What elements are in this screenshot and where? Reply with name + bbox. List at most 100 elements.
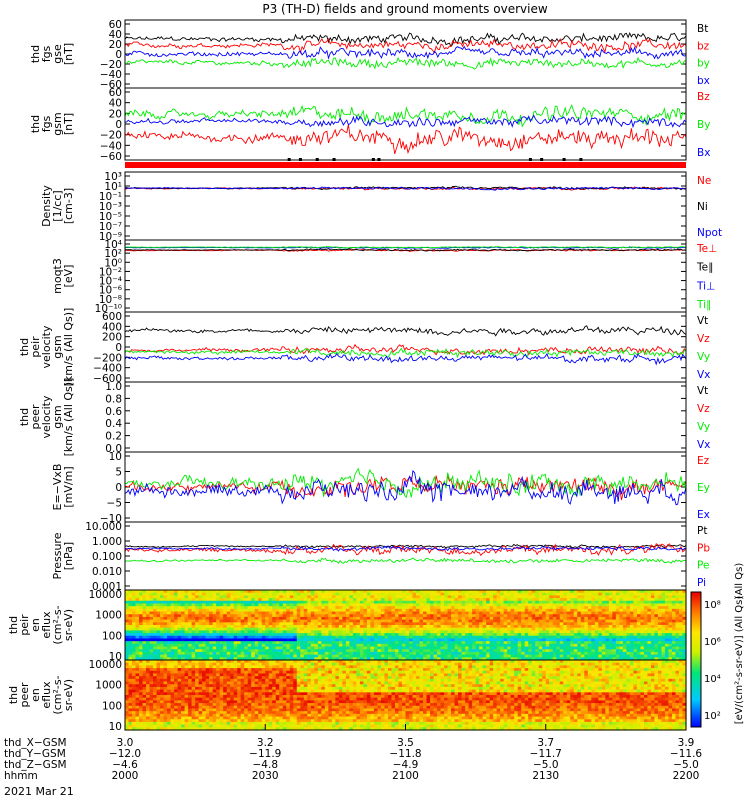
heatmap-cell [135, 705, 140, 710]
heatmap-cell [240, 651, 245, 656]
heatmap-cell [510, 592, 515, 596]
heatmap-cell [671, 638, 677, 642]
heatmap-cell [454, 649, 459, 653]
heatmap-cell [412, 630, 417, 634]
heatmap-cell [307, 595, 312, 599]
heatmap-cell [465, 641, 470, 645]
heatmap-cell [156, 703, 161, 707]
heatmap-cell [566, 643, 571, 648]
heatmap-cell [226, 608, 231, 613]
heatmap-cell [521, 646, 526, 650]
heatmap-cell [643, 614, 649, 618]
heatmap-cell [654, 635, 659, 640]
heatmap-cell [177, 727, 182, 731]
heatmap-cell [493, 646, 498, 650]
heatmap-cell [647, 600, 652, 605]
heatmap-cell [268, 641, 273, 645]
heatmap-cell [405, 625, 410, 629]
heatmap-cell [584, 606, 589, 610]
heatmap-cell [507, 657, 512, 661]
heatmap-cell [331, 600, 336, 605]
heatmap-cell [563, 635, 568, 640]
heatmap-cell [664, 622, 670, 626]
heatmap-cell [289, 619, 294, 623]
heatmap-cell [139, 641, 144, 645]
heatmap-cell [668, 646, 673, 650]
heatmap-cell [125, 606, 130, 610]
heatmap-cell [135, 600, 140, 605]
ytick-label: 10 [109, 451, 122, 463]
heatmap-cell [647, 646, 652, 650]
heatmap-cell [321, 635, 326, 640]
heatmap-cell [265, 625, 270, 629]
heatmap-cell [272, 606, 277, 610]
heatmap-cell [163, 611, 168, 615]
heatmap-cell [146, 700, 151, 704]
heatmap-cell [300, 630, 305, 634]
heatmap-cell [552, 622, 557, 626]
heatmap-cell [240, 625, 245, 629]
heatmap-cell [479, 590, 484, 594]
heatmap-cell [195, 646, 200, 650]
heatmap-cell [261, 625, 266, 629]
heatmap-cell [594, 619, 599, 623]
heatmap-cell [380, 657, 386, 661]
heatmap-cell [310, 592, 315, 596]
heatmap-cell [293, 630, 298, 634]
heatmap-cell [503, 646, 508, 650]
heatmap-cell [223, 625, 228, 629]
heatmap-cell [188, 603, 193, 607]
heatmap-cell [275, 633, 280, 637]
ylabel-line: thd [7, 616, 20, 634]
heatmap-cell [584, 614, 589, 618]
heatmap-cell [419, 592, 424, 596]
heatmap-cell [125, 627, 130, 631]
heatmap-cell [219, 627, 224, 631]
heatmap-cell [563, 646, 568, 650]
heatmap-cell [384, 625, 389, 629]
heatmap-cell [580, 649, 585, 653]
heatmap-cell [181, 708, 186, 712]
legend-bz: bz [697, 40, 710, 52]
heatmap-cell [675, 606, 680, 610]
ylabel-line: en [29, 618, 42, 632]
heatmap-cell [387, 657, 393, 661]
heatmap-cell [370, 630, 375, 634]
heatmap-cell [125, 711, 130, 715]
heatmap-cell [258, 627, 263, 631]
heatmap-cell [503, 633, 508, 637]
heatmap-cell [409, 608, 414, 613]
heatmap-cell [335, 651, 340, 656]
heatmap-cell [142, 713, 147, 718]
heatmap-cell [125, 660, 130, 664]
heatmap-cell [153, 678, 158, 683]
heatmap-cell [191, 608, 196, 613]
heatmap-cell [570, 606, 575, 610]
heatmap-cell [521, 635, 526, 640]
heatmap-cell [661, 630, 666, 634]
heatmap-cell [226, 635, 231, 640]
heatmap-cell [458, 603, 463, 607]
heatmap-cell [237, 646, 242, 650]
heatmap-cell [300, 616, 305, 621]
heatmap-cell [156, 635, 161, 640]
heatmap-cell [489, 630, 494, 634]
heatmap-cell [496, 614, 501, 618]
heatmap-cell [212, 608, 217, 613]
heatmap-cell [563, 622, 568, 626]
heatmap-cell [338, 619, 343, 623]
heatmap-cell [538, 606, 543, 610]
heatmap-cell [314, 590, 319, 594]
heatmap-cell [409, 638, 414, 642]
heatmap-cell [545, 646, 550, 650]
heatmap-cell [370, 625, 375, 629]
heatmap-cell [303, 625, 308, 629]
heatmap-cell [447, 592, 452, 596]
heatmap-cell [493, 606, 498, 610]
heatmap-cell [142, 608, 147, 613]
heatmap-cell [345, 600, 350, 605]
heatmap-cell [149, 689, 154, 693]
heatmap-cell [556, 622, 561, 626]
heatmap-cell [314, 630, 319, 634]
